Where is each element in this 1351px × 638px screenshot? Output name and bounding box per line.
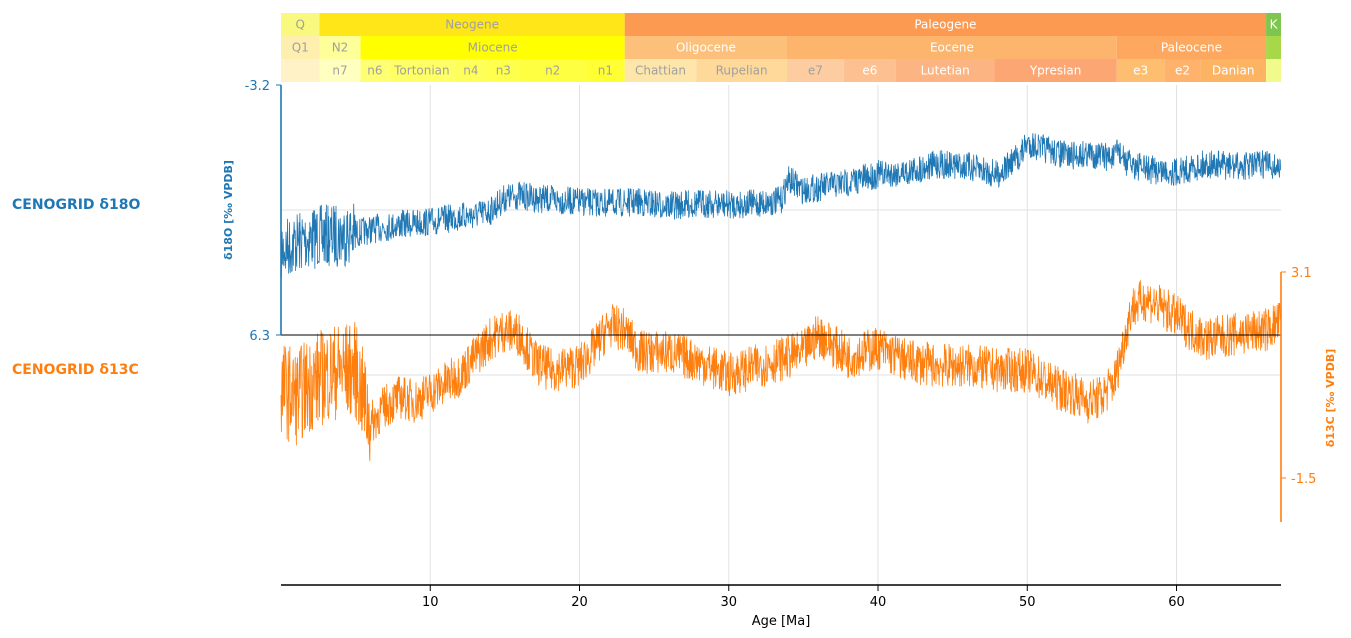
stage-label: n2	[545, 64, 560, 78]
epoch-band	[1116, 36, 1267, 59]
epoch-label: Oligocene	[676, 41, 736, 55]
stage-label: n3	[496, 64, 511, 78]
epoch-band	[1266, 36, 1281, 59]
d13c-axis-label: δ13C [‰ VPDB]	[1324, 349, 1337, 448]
legend-d13c: CENOGRID δ13C	[12, 362, 139, 378]
stage-label: n4	[463, 64, 478, 78]
d18o-axis-label: δ18O [‰ VPDB]	[222, 160, 235, 260]
d18o-series-line	[280, 133, 1282, 278]
stage-band	[1200, 59, 1267, 82]
d13c-series-line	[280, 280, 1282, 462]
epoch-band	[360, 36, 625, 59]
x-tick-label: 60	[1168, 595, 1185, 610]
x-tick-label: 20	[571, 595, 588, 610]
stage-band	[843, 59, 896, 82]
epoch-band	[624, 36, 787, 59]
x-ticks: 10 20 30 40 50 60	[422, 585, 1185, 610]
stage-band	[586, 59, 625, 82]
x-tick-label: 50	[1019, 595, 1036, 610]
stage-band	[1266, 59, 1281, 82]
stage-band	[786, 59, 844, 82]
stage-band	[696, 59, 787, 82]
x-tick-label: 10	[422, 595, 439, 610]
period-band	[624, 13, 1267, 36]
epoch-label: N2	[332, 41, 349, 55]
period-band	[1266, 13, 1281, 36]
stage-band	[895, 59, 995, 82]
stage-label: e6	[862, 64, 877, 78]
period-label: Paleogene	[914, 18, 976, 32]
epoch-label: Paleocene	[1161, 41, 1222, 55]
legend-d18o: CENOGRID δ18O	[12, 197, 141, 213]
epoch-label: Eocene	[930, 41, 974, 55]
series-lines	[280, 133, 1282, 462]
stage-label: e2	[1175, 64, 1190, 78]
period-label: K	[1270, 18, 1279, 32]
epoch-band	[786, 36, 1117, 59]
stage-label: Rupelian	[716, 64, 768, 78]
epoch-label: Q1	[292, 41, 309, 55]
x-tick-label: 40	[870, 595, 887, 610]
timescale-periods: Q Neogene Paleogene K	[281, 13, 1281, 36]
x-tick-label: 30	[720, 595, 737, 610]
stage-label: Ypresian	[1029, 64, 1082, 78]
stage-band	[487, 59, 520, 82]
epoch-band	[319, 36, 361, 59]
stage-band	[389, 59, 455, 82]
period-label: Q	[296, 18, 305, 32]
stage-band	[624, 59, 697, 82]
stage-label: Lutetian	[921, 64, 970, 78]
period-band	[319, 13, 625, 36]
x-axis-label: Age [Ma]	[752, 614, 811, 629]
stage-label: n1	[598, 64, 613, 78]
stage-band	[994, 59, 1117, 82]
stage-band	[281, 59, 320, 82]
timescale-epochs: Q1 N2 Miocene Oligocene Eocene Paleocene	[281, 36, 1281, 59]
stage-label: Chattian	[635, 64, 686, 78]
stage-label: Danian	[1212, 64, 1255, 78]
epoch-label: Miocene	[468, 41, 518, 55]
stage-band	[1116, 59, 1165, 82]
stage-label: e7	[808, 64, 823, 78]
stage-band	[1164, 59, 1201, 82]
d18o-tick-label: 6.3	[249, 329, 270, 344]
period-band	[281, 13, 320, 36]
stage-label: n6	[367, 64, 382, 78]
stage-label: e3	[1133, 64, 1148, 78]
stage-band	[360, 59, 390, 82]
period-label: Neogene	[445, 18, 499, 32]
stage-label: Tortonian	[393, 64, 450, 78]
d18o-tick-label: -3.2	[245, 79, 270, 94]
stage-band	[454, 59, 488, 82]
stage-label: n7	[332, 64, 347, 78]
timescale-stages: n7 n6 Tortonian n4 n3 n2 n1 Chattian Rupelian e7 e…	[281, 59, 1281, 82]
stage-band	[519, 59, 587, 82]
stage-band	[319, 59, 361, 82]
d13c-tick-label: 3.1	[1291, 266, 1312, 281]
d13c-tick-label: -1.5	[1291, 472, 1316, 487]
epoch-band	[281, 36, 320, 59]
